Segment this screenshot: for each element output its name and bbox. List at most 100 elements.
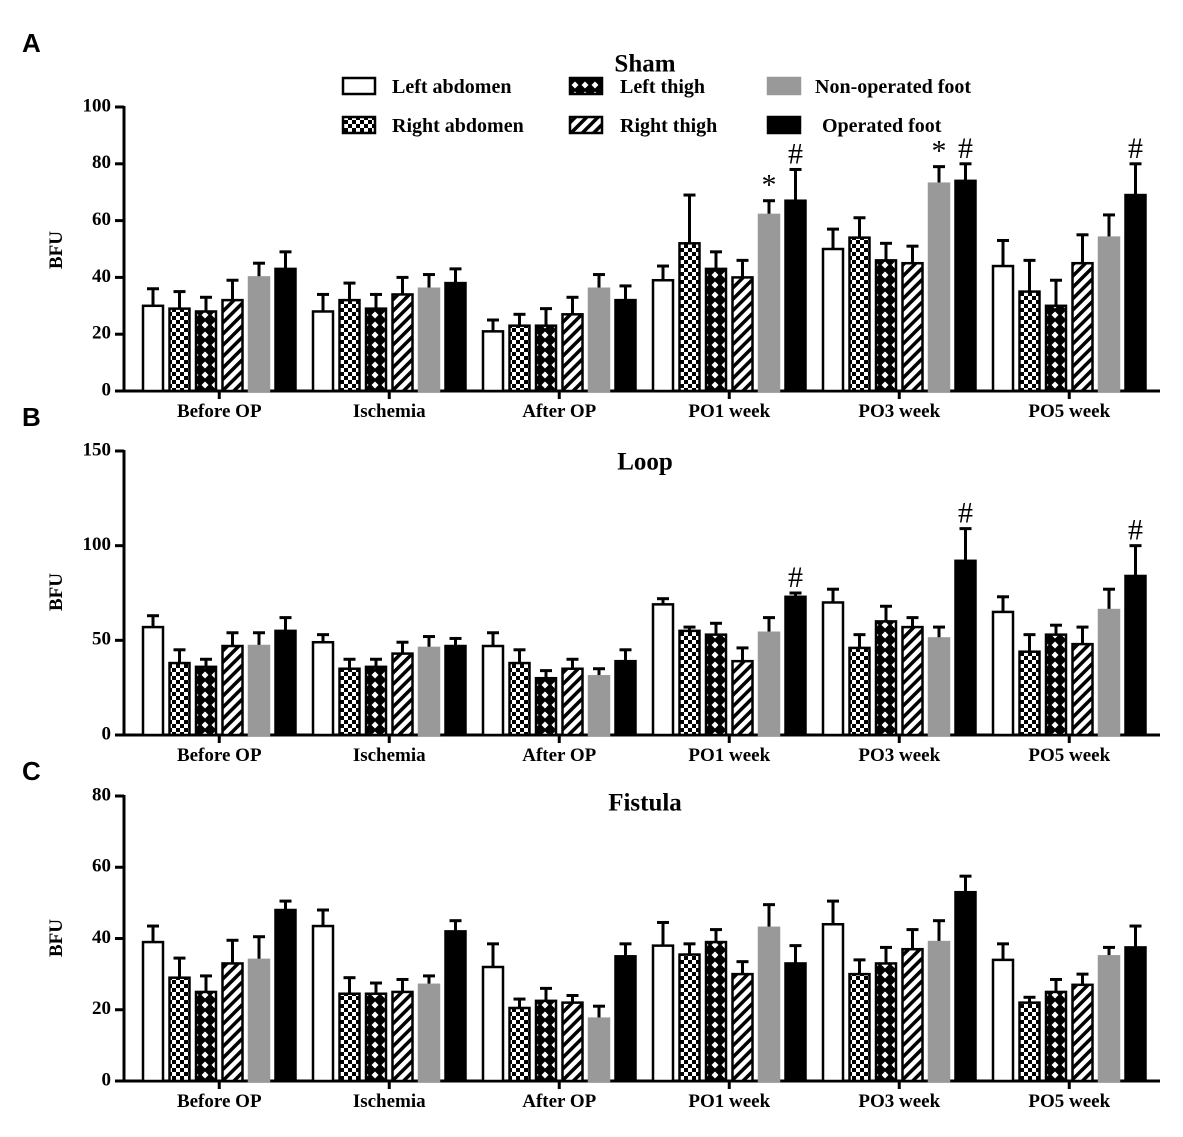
bar-right-abdomen-po5-week — [1018, 650, 1041, 737]
y-tick-label: 40 — [92, 927, 111, 948]
y-tick-label: 0 — [102, 379, 112, 400]
bar-left-thigh-po3-week — [874, 962, 898, 1083]
bar-left-thigh-after-op — [534, 324, 558, 393]
bar-non-operated-foot-po1-week — [757, 631, 781, 737]
bar-left-thigh-ischemia — [364, 665, 388, 737]
significance-marker: # — [958, 497, 973, 530]
bar-right-abdomen-ischemia — [338, 298, 361, 393]
bar-left-abdomen-po5-week — [991, 958, 1015, 1083]
bar-right-thigh-before-op — [221, 962, 244, 1083]
bar-left-abdomen-po5-week — [991, 264, 1015, 393]
legend-label-operated-foot: Operated foot — [822, 115, 942, 137]
bar-operated-foot-before-op — [274, 267, 297, 393]
panel-sham: Sham BFU 0 20 40 60 80 100 Before OP Ischemia Afte… — [46, 51, 1160, 422]
x-tick-label-po3-week: PO3 week — [858, 1091, 940, 1112]
chart-title: Sham — [614, 51, 675, 78]
bar-right-thigh-po3-week — [901, 947, 924, 1083]
x-tick-label-before-op: Before OP — [177, 401, 262, 422]
bar-left-abdomen-before-op — [141, 625, 165, 737]
panel-letter-b: B — [22, 402, 41, 432]
bar-right-thigh-before-op — [221, 644, 244, 737]
x-tick-label-po1-week: PO1 week — [688, 401, 770, 422]
chart-title: Loop — [617, 449, 673, 476]
bar-left-abdomen-after-op — [481, 330, 505, 393]
bar-left-abdomen-po1-week — [651, 603, 675, 737]
bar-right-abdomen-po1-week — [678, 629, 701, 737]
bar-right-thigh-after-op — [561, 313, 584, 393]
bar-non-operated-foot-po3-week — [927, 940, 951, 1083]
bar-non-operated-foot-po5-week — [1097, 955, 1121, 1083]
bar-non-operated-foot-po1-week — [757, 213, 781, 393]
bar-operated-foot-po1-week — [784, 962, 807, 1083]
legend-label-right-thigh: Right thigh — [620, 115, 717, 137]
bar-right-abdomen-ischemia — [338, 992, 361, 1083]
bar-right-abdomen-before-op — [168, 661, 191, 737]
y-tick-label: 80 — [92, 784, 111, 805]
y-tick-label: 40 — [92, 266, 111, 287]
y-tick-label: 0 — [102, 1069, 112, 1090]
bar-operated-foot-ischemia — [444, 930, 467, 1083]
x-tick-label-before-op: Before OP — [177, 745, 262, 766]
bar-operated-foot-po5-week — [1124, 193, 1147, 393]
bar-left-abdomen-po1-week — [651, 278, 675, 393]
bar-right-thigh-po1-week — [731, 659, 754, 737]
bar-left-thigh-ischemia — [364, 307, 388, 393]
x-tick-label-po5-week: PO5 week — [1028, 745, 1110, 766]
y-tick-label: 80 — [92, 152, 111, 173]
bar-right-thigh-po5-week — [1071, 983, 1094, 1083]
bar-non-operated-foot-before-op — [247, 958, 271, 1083]
bar-left-abdomen-ischemia — [311, 924, 335, 1083]
bar-left-abdomen-ischemia — [311, 640, 335, 737]
bar-right-thigh-po5-week — [1071, 261, 1094, 393]
bar-right-abdomen-ischemia — [338, 667, 361, 737]
bar-right-thigh-po1-week — [731, 972, 754, 1083]
bar-left-abdomen-po3-week — [821, 601, 845, 737]
bar-operated-foot-before-op — [274, 629, 297, 737]
bar-left-thigh-po1-week — [704, 267, 728, 393]
x-tick-label-po5-week: PO5 week — [1028, 401, 1110, 422]
bar-right-abdomen-after-op — [508, 324, 531, 393]
bar-right-abdomen-po1-week — [678, 953, 701, 1083]
bar-right-abdomen-after-op — [508, 1006, 531, 1083]
y-tick-label: 100 — [83, 534, 112, 555]
legend-label-non-operated-foot: Non-operated foot — [815, 76, 971, 98]
x-tick-label-ischemia: Ischemia — [353, 745, 426, 766]
panel-letter-c: C — [22, 756, 41, 786]
bar-left-abdomen-po5-week — [991, 610, 1015, 737]
x-tick-label-po1-week: PO1 week — [688, 1091, 770, 1112]
y-tick-label: 50 — [92, 629, 111, 650]
bar-non-operated-foot-po3-week — [927, 637, 951, 737]
bar-operated-foot-ischemia — [444, 281, 467, 393]
x-tick-label-po3-week: PO3 week — [858, 745, 940, 766]
bar-right-thigh-after-op — [561, 1001, 584, 1083]
legend-swatch-right-abdomen — [341, 115, 377, 135]
significance-marker: # — [1128, 514, 1143, 547]
legend-swatch-left-abdomen — [341, 76, 377, 96]
bar-non-operated-foot-po3-week — [927, 182, 951, 393]
bar-operated-foot-po5-week — [1124, 946, 1147, 1083]
significance-marker: # — [1128, 132, 1143, 165]
bar-right-abdomen-po3-week — [848, 972, 871, 1083]
bar-right-thigh-po3-week — [901, 625, 924, 737]
bar-non-operated-foot-ischemia — [417, 983, 441, 1083]
bar-left-thigh-ischemia — [364, 992, 388, 1083]
bar-non-operated-foot-ischemia — [417, 646, 441, 737]
bar-left-abdomen-po1-week — [651, 944, 675, 1083]
bar-operated-foot-after-op — [614, 955, 637, 1083]
bar-left-abdomen-before-op — [141, 304, 165, 393]
bar-operated-foot-before-op — [274, 908, 297, 1083]
bar-left-thigh-after-op — [534, 676, 558, 737]
bar-non-operated-foot-po5-week — [1097, 608, 1121, 737]
bar-left-abdomen-after-op — [481, 644, 505, 737]
x-tick-label-after-op: After OP — [522, 401, 596, 422]
bar-operated-foot-po3-week — [954, 559, 977, 737]
legend-swatch-left-thigh — [568, 76, 604, 96]
x-tick-label-po5-week: PO5 week — [1028, 1091, 1110, 1112]
x-tick-label-after-op: After OP — [522, 1091, 596, 1112]
x-tick-label-po3-week: PO3 week — [858, 401, 940, 422]
y-axis-label: BFU — [46, 573, 67, 611]
bar-left-thigh-po5-week — [1044, 990, 1068, 1083]
significance-marker: # — [788, 561, 803, 594]
bar-right-thigh-po3-week — [901, 261, 924, 393]
